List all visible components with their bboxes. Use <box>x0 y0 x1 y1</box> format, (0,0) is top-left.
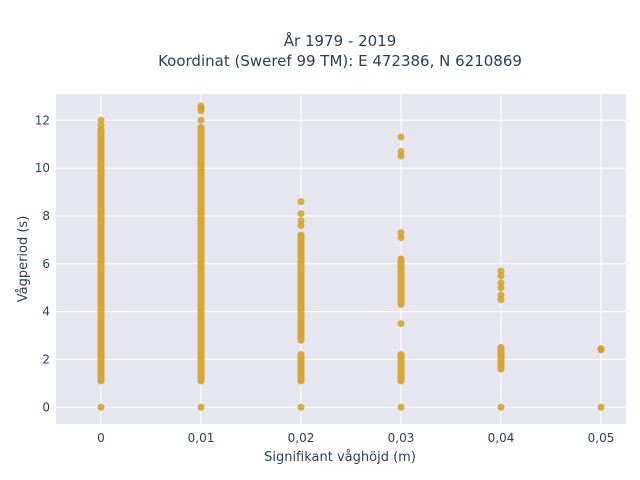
data-point <box>597 345 605 353</box>
chart-title-line2: Koordinat (Sweref 99 TM): E 472386, N 62… <box>158 52 522 70</box>
data-points <box>97 102 605 411</box>
data-point <box>497 403 505 411</box>
data-point <box>397 152 405 160</box>
x-axis-label: Signifikant våghöjd (m) <box>264 450 416 465</box>
x-axis-ticks: 0 0,01 0,02 0,03 0,04 0,05 <box>97 431 614 445</box>
data-point <box>397 233 405 241</box>
data-point <box>397 403 405 411</box>
data-point <box>497 267 505 275</box>
plot-area <box>56 94 626 424</box>
x-tick-label: 0,01 <box>188 431 215 445</box>
y-tick-label: 2 <box>42 352 50 366</box>
data-point <box>497 284 505 292</box>
y-tick-label: 6 <box>42 257 50 271</box>
x-tick-label: 0,04 <box>488 431 515 445</box>
grid-lines <box>56 94 626 424</box>
data-point <box>197 116 205 124</box>
data-point <box>297 198 305 206</box>
x-tick-label: 0,02 <box>288 431 315 445</box>
y-axis-label: Vågperiod (s) <box>16 216 31 303</box>
data-point <box>297 403 305 411</box>
data-point <box>97 121 105 129</box>
y-tick-label: 0 <box>42 400 50 414</box>
data-point <box>297 222 305 230</box>
data-point <box>97 403 105 411</box>
y-tick-label: 12 <box>35 113 50 127</box>
data-point <box>397 229 405 237</box>
y-axis-ticks: 0 2 4 6 8 10 12 <box>35 113 50 414</box>
x-tick-label: 0,05 <box>588 431 615 445</box>
data-point <box>497 279 505 287</box>
data-point <box>97 116 105 124</box>
y-tick-label: 8 <box>42 209 50 223</box>
data-point <box>497 272 505 280</box>
data-point <box>197 102 205 110</box>
data-point <box>297 217 305 225</box>
data-point-band <box>397 351 405 385</box>
x-tick-label: 0 <box>97 431 105 445</box>
data-point-band <box>97 126 105 385</box>
y-tick-label: 4 <box>42 305 50 319</box>
data-point <box>297 210 305 218</box>
data-point <box>497 296 505 304</box>
data-point-band <box>397 255 405 308</box>
data-point-band <box>197 123 205 385</box>
data-point <box>397 133 405 141</box>
data-point <box>197 403 205 411</box>
data-point-band <box>297 351 305 385</box>
x-tick-label: 0,03 <box>388 431 415 445</box>
data-point-band <box>497 343 505 373</box>
data-point <box>397 147 405 155</box>
y-tick-label: 10 <box>35 161 50 175</box>
data-point <box>397 320 405 328</box>
data-point <box>597 403 605 411</box>
data-point <box>497 291 505 299</box>
data-point-band <box>297 231 305 344</box>
chart-title-line1: År 1979 - 2019 <box>284 31 397 50</box>
